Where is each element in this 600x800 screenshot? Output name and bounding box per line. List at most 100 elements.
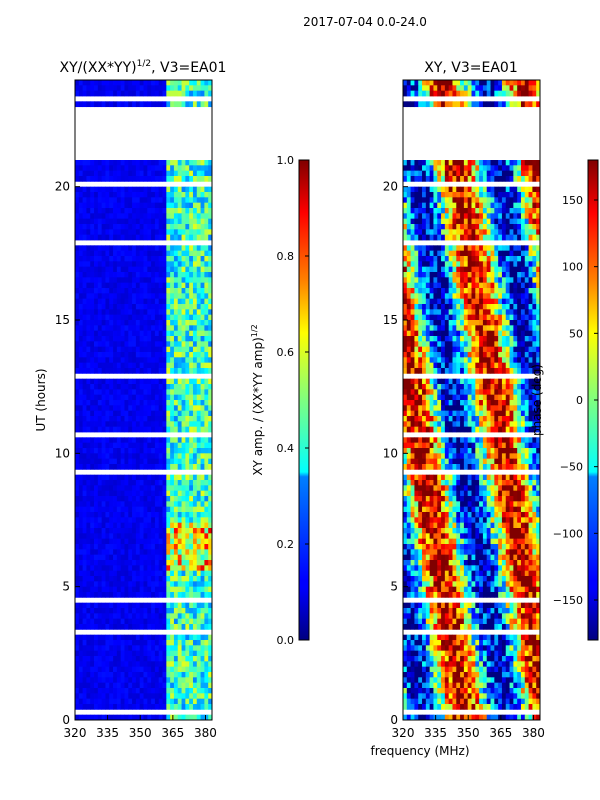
heatmap-cell: [113, 448, 118, 454]
heatmap-cell: [143, 437, 148, 444]
heatmap-cell: [143, 410, 148, 417]
heatmap-cell: [520, 336, 526, 342]
heatmap-cell: [177, 672, 182, 678]
heatmap-cell: [154, 277, 160, 284]
heatmap-cell: [406, 330, 412, 337]
heatmap-cell: [185, 512, 190, 518]
heatmap-cell: [147, 517, 152, 524]
heatmap-cell: [143, 165, 148, 172]
heatmap-cell: [200, 272, 205, 278]
heatmap-cell: [460, 213, 465, 220]
heatmap-cell: [204, 554, 209, 561]
heatmap-cell: [78, 592, 84, 598]
heatmap-cell: [128, 640, 133, 646]
heatmap-cell: [116, 282, 122, 289]
heatmap-cell: [101, 602, 106, 609]
heatmap-cell: [109, 474, 114, 481]
heatmap-cell: [482, 245, 488, 252]
heatmap-cell: [177, 677, 182, 684]
heatmap-cell: [471, 266, 476, 273]
heatmap-cell: [97, 501, 103, 508]
heatmap-cell: [170, 650, 175, 657]
heatmap-cell: [463, 341, 469, 348]
heatmap-cell: [162, 496, 167, 502]
heatmap-cell: [86, 656, 91, 662]
heatmap-cell: [120, 624, 125, 630]
heatmap-cell: [414, 80, 419, 86]
heatmap-cell: [200, 544, 205, 550]
heatmap-cell: [135, 608, 141, 614]
heatmap-cell: [166, 336, 171, 342]
heatmap-cell: [192, 362, 198, 369]
heatmap-cell: [166, 90, 171, 97]
heatmap-cell: [498, 293, 503, 300]
heatmap-cell: [143, 634, 148, 641]
heatmap-cell: [414, 282, 419, 289]
heatmap-cell: [151, 522, 156, 529]
heatmap-cell: [418, 170, 423, 177]
heatmap-cell: [200, 458, 205, 465]
heatmap-cell: [162, 666, 167, 673]
heatmap-cell: [162, 272, 167, 278]
heatmap-cell: [113, 453, 118, 460]
heatmap-cell: [189, 464, 194, 470]
heatmap-cell: [120, 421, 125, 428]
heatmap-cell: [132, 293, 137, 300]
heatmap-cell: [170, 213, 175, 220]
heatmap-cell: [486, 256, 491, 262]
heatmap-cell: [196, 554, 201, 561]
heatmap-cell: [410, 197, 415, 204]
heatmap-cell: [124, 186, 129, 193]
heatmap-cell: [517, 170, 522, 177]
heatmap-cell: [192, 298, 198, 305]
heatmap-cell: [433, 288, 438, 294]
heatmap-cell: [90, 186, 95, 193]
heatmap-cell: [78, 218, 84, 225]
heatmap-cell: [208, 256, 212, 262]
heatmap-cell: [158, 453, 163, 460]
heatmap-cell: [162, 357, 167, 364]
heatmap-cell: [151, 704, 156, 710]
heatmap-cell: [513, 277, 518, 284]
heatmap-cell: [185, 645, 190, 652]
heatmap-cell: [101, 202, 106, 209]
heatmap-cell: [124, 304, 129, 310]
heatmap-cell: [116, 277, 122, 284]
heatmap-cell: [94, 186, 99, 193]
heatmap-cell: [113, 682, 118, 689]
heatmap-cell: [403, 202, 408, 209]
heatmap-cell: [517, 325, 522, 332]
heatmap-cell: [82, 352, 87, 358]
heatmap-cell: [82, 624, 87, 630]
heatmap-cell: [501, 245, 507, 252]
heatmap-cell: [422, 186, 427, 193]
heatmap-cell: [433, 330, 438, 337]
heatmap-cell: [113, 613, 118, 620]
heatmap-cell: [124, 586, 129, 593]
heatmap-cell: [166, 378, 171, 385]
heatmap-cell: [78, 394, 84, 401]
heatmap-cell: [173, 533, 179, 540]
heatmap-cell: [151, 357, 156, 364]
heatmap-cell: [113, 650, 118, 657]
heatmap-cell: [414, 293, 419, 300]
heatmap-cell: [158, 666, 163, 673]
heatmap-cell: [498, 234, 503, 241]
heatmap-cell: [147, 90, 152, 97]
heatmap-cell: [78, 608, 84, 614]
heatmap-cell: [120, 245, 125, 252]
heatmap-cell: [479, 176, 484, 182]
heatmap-cell: [528, 85, 533, 92]
heatmap-cell: [524, 197, 529, 204]
heatmap-cell: [90, 394, 95, 401]
heatmap-cell: [509, 309, 514, 316]
heatmap-cell: [192, 405, 198, 412]
heatmap-cell: [189, 538, 194, 545]
heatmap-cell: [208, 586, 212, 593]
heatmap-cell: [486, 277, 491, 284]
heatmap-cell: [113, 576, 118, 582]
heatmap-cell: [82, 400, 87, 406]
heatmap-cell: [109, 421, 114, 428]
heatmap-cell: [139, 704, 144, 710]
heatmap-cell: [501, 320, 507, 326]
